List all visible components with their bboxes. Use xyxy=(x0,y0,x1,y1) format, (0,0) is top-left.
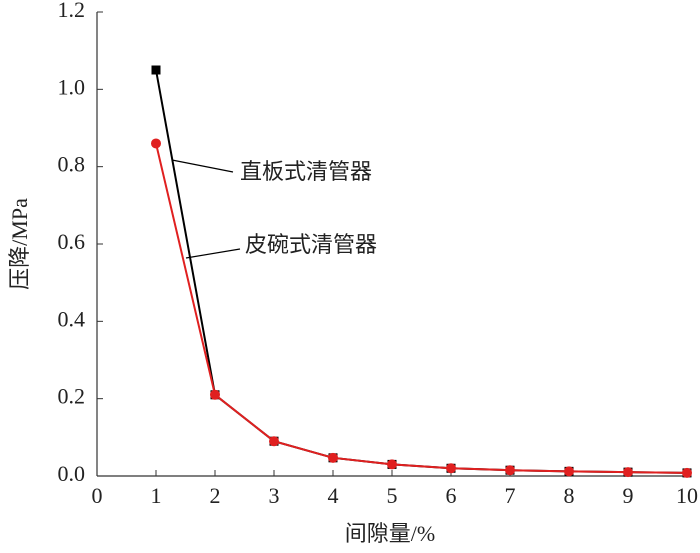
marker xyxy=(328,452,338,463)
x-tick-label: 1 xyxy=(151,483,162,508)
x-tick-label: 7 xyxy=(505,483,516,508)
y-tick-label: 0.4 xyxy=(58,306,86,331)
y-axis-label: 压降/MPa xyxy=(7,198,32,290)
series-line xyxy=(155,143,688,474)
series-line xyxy=(155,69,688,474)
marker xyxy=(505,465,515,476)
y-tick-label: 1.0 xyxy=(58,74,86,99)
marker xyxy=(446,463,456,474)
leader-line xyxy=(185,248,241,259)
x-tick-label: 8 xyxy=(564,483,575,508)
annotation: 皮碗式清管器 xyxy=(245,232,377,257)
x-tick-label: 3 xyxy=(269,483,280,508)
marker xyxy=(151,138,161,149)
x-tick-label: 6 xyxy=(446,483,457,508)
marker xyxy=(623,467,633,478)
leader-line xyxy=(171,159,234,173)
y-tick-label: 0.8 xyxy=(58,152,86,177)
marker xyxy=(210,389,220,400)
x-axis-label: 间隙量/% xyxy=(345,521,435,546)
marker xyxy=(387,459,397,470)
y-tick-label: 1.2 xyxy=(58,0,86,22)
annotation: 直板式清管器 xyxy=(240,159,372,184)
x-tick-label: 2 xyxy=(210,483,221,508)
marker xyxy=(564,466,574,477)
x-tick-label: 5 xyxy=(387,483,398,508)
marker xyxy=(682,467,692,478)
x-tick-label: 9 xyxy=(623,483,634,508)
y-tick-label: 0.2 xyxy=(58,384,86,409)
marker xyxy=(269,436,279,447)
y-tick-label: 0.0 xyxy=(58,461,86,486)
x-tick-label: 4 xyxy=(328,483,339,508)
marker xyxy=(151,65,161,75)
x-tick-label: 0 xyxy=(92,483,103,508)
x-tick-label: 10 xyxy=(676,483,698,508)
y-tick-label: 0.6 xyxy=(58,229,86,254)
